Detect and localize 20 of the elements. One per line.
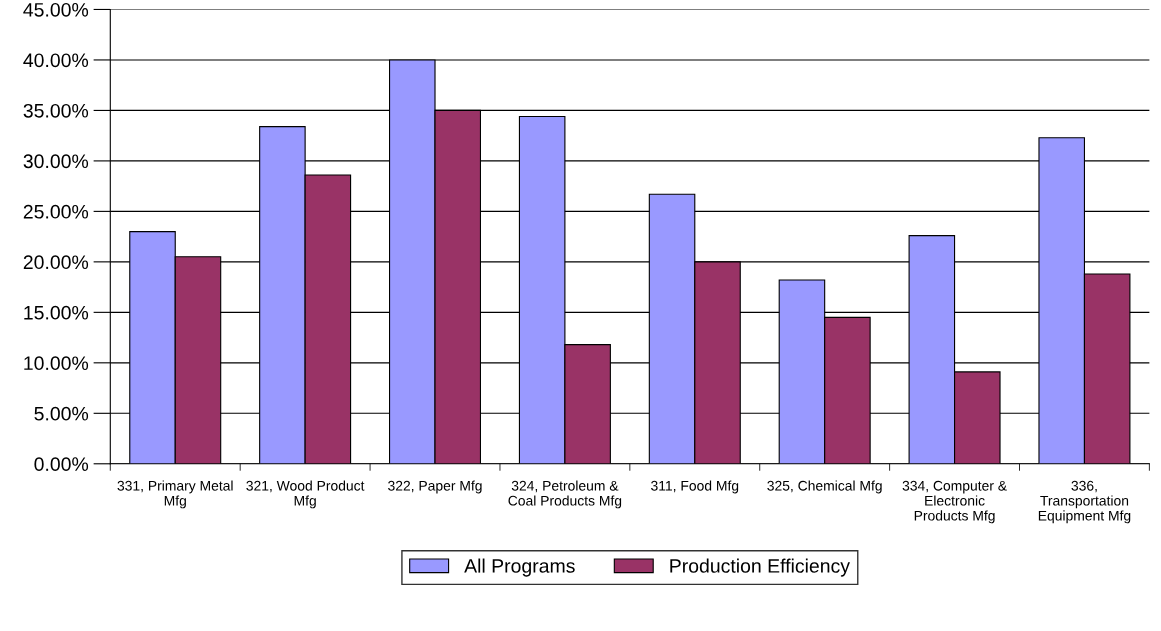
- x-tick-label: 322, Paper Mfg: [388, 480, 482, 494]
- y-tick-label: 40.00%: [23, 53, 89, 68]
- y-tick-label: 15.00%: [24, 305, 89, 320]
- x-tick-label: 321, Wood Product Mfg: [246, 480, 365, 509]
- x-tick-label: 324, Petroleum & Coal Products Mfg: [508, 480, 622, 509]
- x-tick-label: 311, Food Mfg: [651, 480, 739, 494]
- x-tick-label: 325, Chemical Mfg: [767, 480, 882, 494]
- y-tick-label: 45.00%: [23, 2, 89, 17]
- x-tick-label: 336, Transportation Equipment Mfg: [1038, 480, 1131, 524]
- y-tick-label: 20.00%: [23, 255, 89, 270]
- x-tick-label: 334, Computer & Electronic Products Mfg: [902, 480, 1007, 524]
- y-tick-label: 10.00%: [24, 356, 89, 371]
- y-tick-label: 5.00%: [34, 406, 89, 421]
- legend-label: Production Efficiency: [670, 558, 850, 577]
- y-tick-label: 0.00%: [34, 457, 89, 472]
- y-tick-label: 35.00%: [23, 103, 89, 118]
- x-tick-label: 331, Primary Metal Mfg: [117, 480, 233, 509]
- y-tick-label: 30.00%: [23, 154, 89, 169]
- legend-label: All Programs: [464, 558, 575, 577]
- y-tick-label: 25.00%: [23, 204, 89, 219]
